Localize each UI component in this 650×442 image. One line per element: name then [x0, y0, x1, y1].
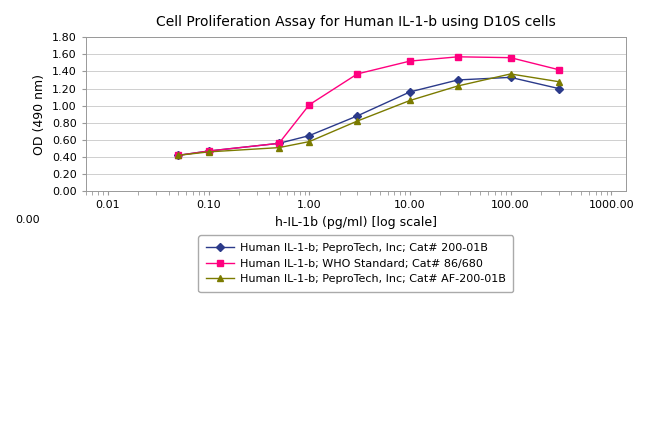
Human IL-1-b; PeproTech, Inc; Cat# 200-01B: [174, 152, 182, 158]
Line: Human IL-1-b; PeproTech, Inc; Cat# AF-200-01B: Human IL-1-b; PeproTech, Inc; Cat# AF-20…: [176, 71, 562, 158]
Human IL-1-b; WHO Standard; Cat# 86/680: [454, 54, 462, 60]
Human IL-1-b; WHO Standard; Cat# 86/680: [306, 102, 313, 107]
Human IL-1-b; WHO Standard; Cat# 86/680: [275, 141, 283, 146]
Human IL-1-b; PeproTech, Inc; Cat# 200-01B: [275, 141, 283, 146]
Y-axis label: OD (490 nm): OD (490 nm): [33, 74, 46, 155]
Text: 0.00: 0.00: [15, 215, 40, 225]
Human IL-1-b; WHO Standard; Cat# 86/680: [174, 152, 182, 158]
Human IL-1-b; WHO Standard; Cat# 86/680: [506, 55, 514, 60]
Human IL-1-b; PeproTech, Inc; Cat# 200-01B: [554, 86, 562, 91]
Human IL-1-b; WHO Standard; Cat# 86/680: [554, 67, 562, 72]
Human IL-1-b; PeproTech, Inc; Cat# AF-200-01B: [174, 152, 182, 158]
Human IL-1-b; PeproTech, Inc; Cat# 200-01B: [205, 149, 213, 154]
Human IL-1-b; PeproTech, Inc; Cat# 200-01B: [406, 89, 414, 95]
Human IL-1-b; PeproTech, Inc; Cat# AF-200-01B: [205, 149, 213, 155]
Human IL-1-b; PeproTech, Inc; Cat# AF-200-01B: [306, 139, 313, 144]
Human IL-1-b; PeproTech, Inc; Cat# 200-01B: [354, 113, 361, 118]
Human IL-1-b; PeproTech, Inc; Cat# AF-200-01B: [554, 79, 562, 84]
Human IL-1-b; PeproTech, Inc; Cat# AF-200-01B: [454, 83, 462, 88]
Human IL-1-b; WHO Standard; Cat# 86/680: [354, 71, 361, 76]
Line: Human IL-1-b; WHO Standard; Cat# 86/680: Human IL-1-b; WHO Standard; Cat# 86/680: [176, 54, 562, 158]
Line: Human IL-1-b; PeproTech, Inc; Cat# 200-01B: Human IL-1-b; PeproTech, Inc; Cat# 200-0…: [176, 75, 562, 158]
Human IL-1-b; WHO Standard; Cat# 86/680: [406, 58, 414, 64]
Title: Cell Proliferation Assay for Human IL-1-b using D10S cells: Cell Proliferation Assay for Human IL-1-…: [156, 15, 556, 29]
Human IL-1-b; PeproTech, Inc; Cat# AF-200-01B: [406, 98, 414, 103]
Human IL-1-b; PeproTech, Inc; Cat# 200-01B: [454, 77, 462, 83]
X-axis label: h-IL-1b (pg/ml) [log scale]: h-IL-1b (pg/ml) [log scale]: [275, 216, 437, 229]
Human IL-1-b; PeproTech, Inc; Cat# AF-200-01B: [506, 71, 514, 76]
Human IL-1-b; WHO Standard; Cat# 86/680: [205, 149, 213, 154]
Human IL-1-b; PeproTech, Inc; Cat# AF-200-01B: [354, 118, 361, 124]
Human IL-1-b; PeproTech, Inc; Cat# 200-01B: [306, 133, 313, 138]
Human IL-1-b; PeproTech, Inc; Cat# 200-01B: [506, 75, 514, 80]
Legend: Human IL-1-b; PeproTech, Inc; Cat# 200-01B, Human IL-1-b; WHO Standard; Cat# 86/: Human IL-1-b; PeproTech, Inc; Cat# 200-0…: [198, 236, 513, 292]
Human IL-1-b; PeproTech, Inc; Cat# AF-200-01B: [275, 145, 283, 150]
